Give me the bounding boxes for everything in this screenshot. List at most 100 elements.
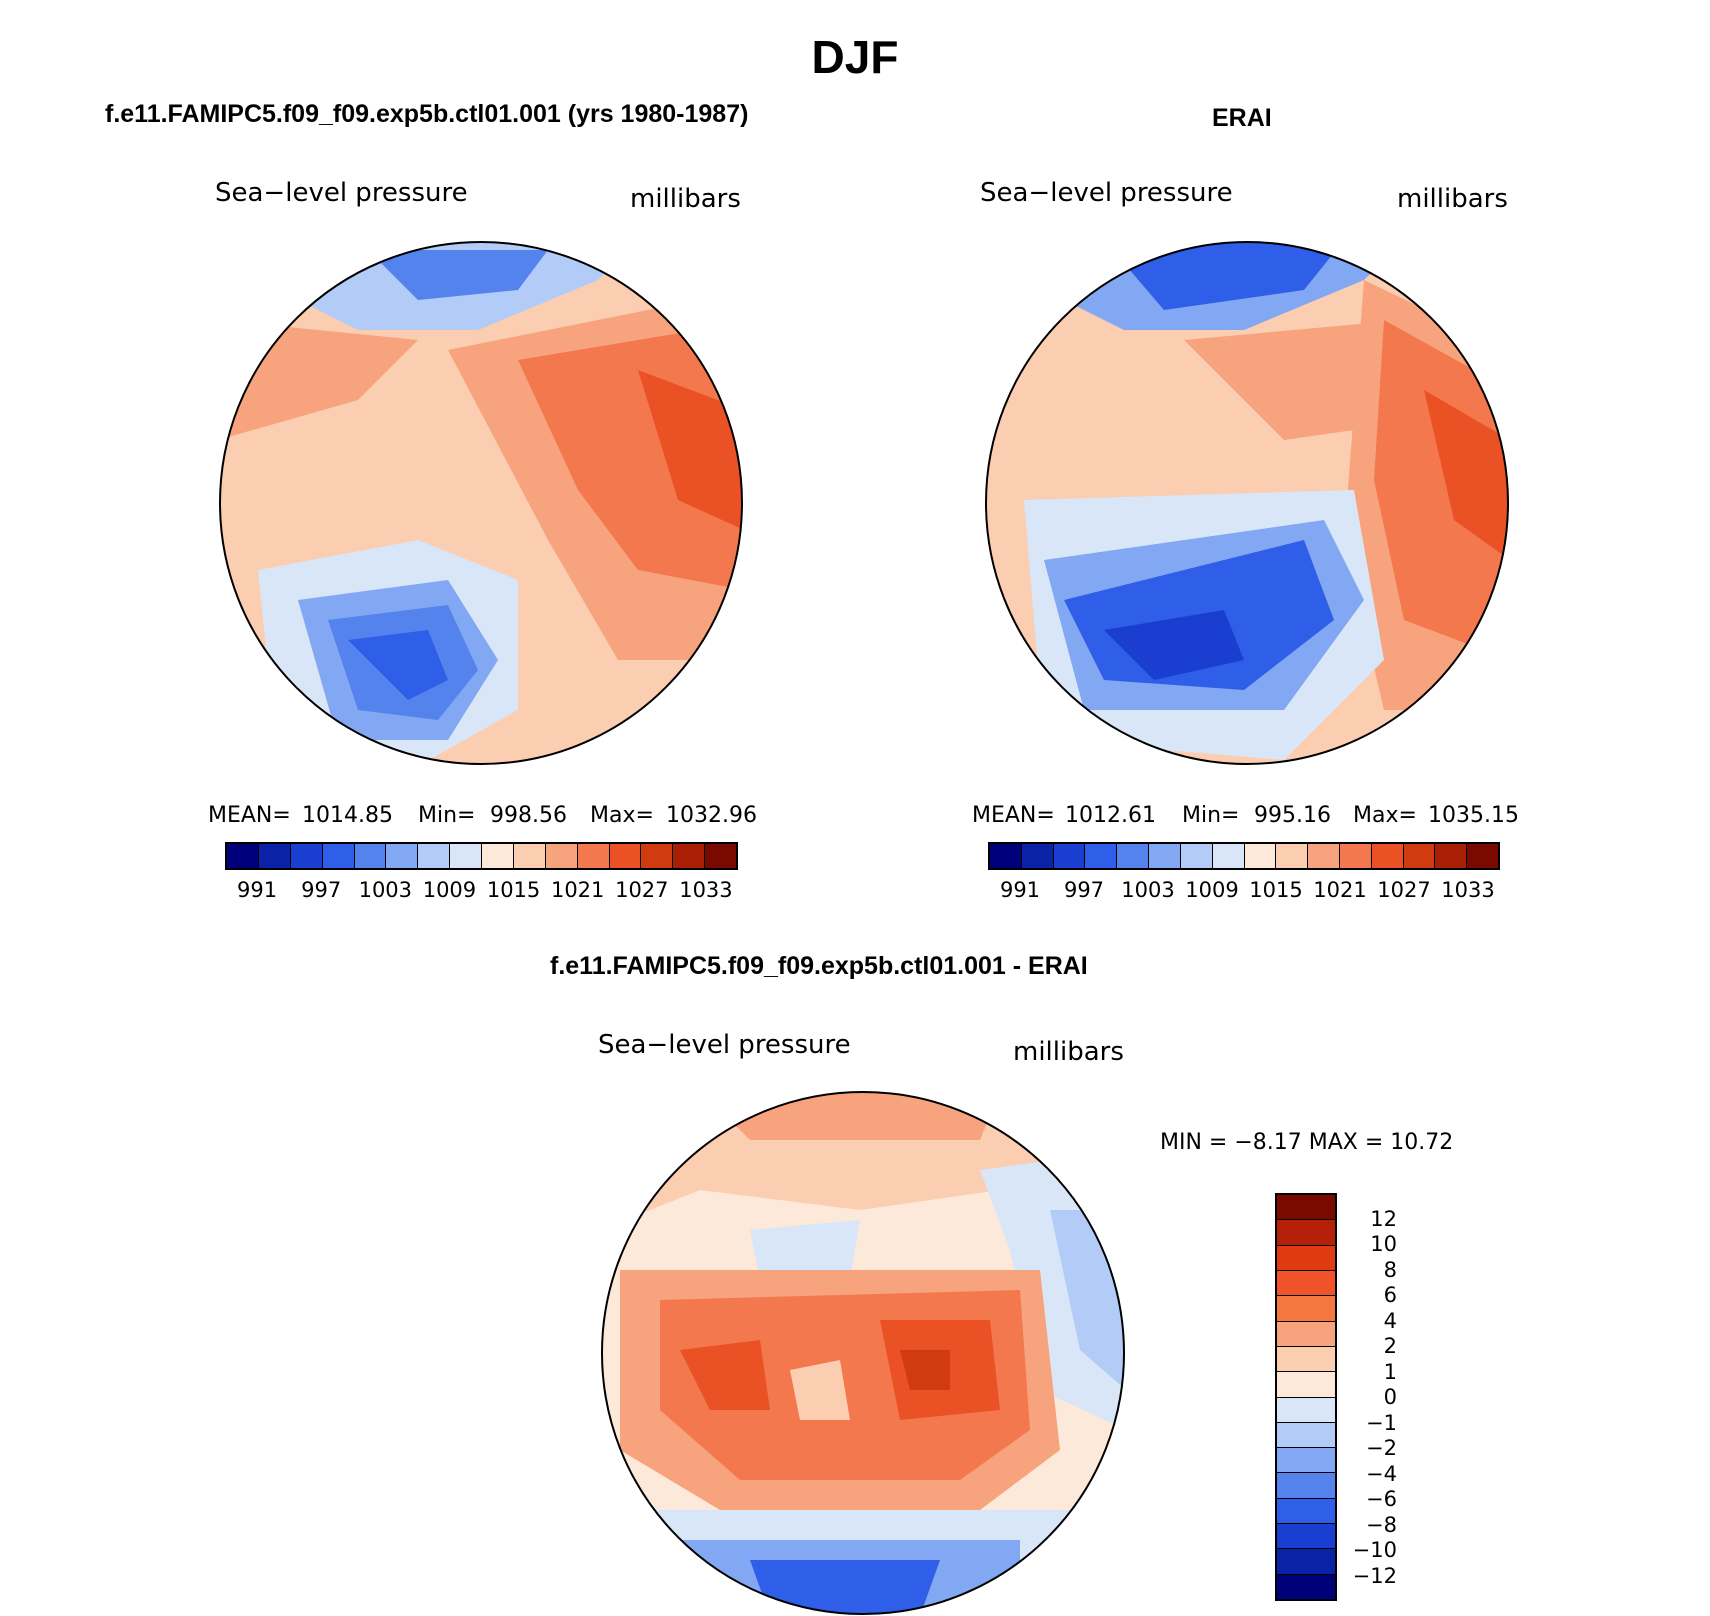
colorbar-tick-label: 8: [1383, 1257, 1397, 1282]
panel-3-units-label: millibars: [1013, 1037, 1124, 1067]
panel-1-colorbar: [225, 842, 738, 870]
colorbar-tick-label: 1033: [1441, 878, 1495, 902]
colorbar-tick-label: 1015: [486, 878, 541, 902]
colorbar-swatch: [513, 844, 546, 868]
panel-1-mean-label: MEAN=: [208, 803, 291, 828]
colorbar-swatch: [1403, 844, 1436, 868]
colorbar-tick-label: −8: [1366, 1512, 1397, 1537]
panel-1-units-label: millibars: [630, 184, 741, 214]
colorbar-swatch: [705, 844, 736, 868]
panel-2-min-label: Min=: [1182, 803, 1240, 828]
colorbar-tick-label: 1: [1383, 1359, 1397, 1384]
colorbar-swatch: [418, 844, 451, 868]
panel-2-max-label: Max=: [1353, 803, 1417, 828]
colorbar-swatch: [673, 844, 706, 868]
colorbar-swatch: [227, 844, 259, 868]
colorbar-swatch: [1212, 844, 1245, 868]
colorbar-tick-label: −1: [1366, 1410, 1397, 1435]
colorbar-swatch: [1277, 1498, 1335, 1525]
panel-1-max-label: Max=: [590, 803, 654, 828]
colorbar-swatch: [1277, 1372, 1335, 1398]
panel-2-mean-value: 1012.61: [1065, 803, 1156, 828]
colorbar-tick-label: 1009: [1185, 878, 1239, 902]
panel-3-title: f.e11.FAMIPC5.f09_f09.exp5b.ctl01.001 - …: [550, 952, 1088, 980]
panel-1-max-value: 1032.96: [666, 803, 757, 828]
colorbar-swatch: [1277, 1220, 1335, 1246]
panel-1-colorbar-ticks: 991 997 1003 1009 1015 1021 1027 1033: [225, 878, 738, 904]
colorbar-swatch: [386, 844, 419, 868]
colorbar-tick-label: 1021: [550, 878, 605, 902]
colorbar-swatch: [609, 844, 642, 868]
colorbar-tick-label: 991: [999, 878, 1041, 902]
colorbar-tick-label: −10: [1352, 1538, 1397, 1562]
panel-1-polar-map: [219, 241, 743, 765]
colorbar-swatch: [1277, 1195, 1335, 1221]
colorbar-swatch: [1277, 1448, 1335, 1474]
colorbar-tick-label: 4: [1383, 1308, 1397, 1333]
panel-2-max-value: 1035.15: [1428, 803, 1519, 828]
colorbar-swatch: [1339, 844, 1372, 868]
colorbar-tick-label: −12: [1352, 1563, 1397, 1588]
colorbar-swatch: [1467, 844, 1498, 868]
colorbar-tick-label: 1003: [358, 878, 413, 902]
panel-1-min-value: 998.56: [490, 803, 567, 828]
figure-title: DJF: [811, 31, 899, 83]
panel-2-colorbar: [988, 842, 1500, 870]
colorbar-tick-label: −4: [1366, 1461, 1397, 1486]
colorbar-swatch: [1085, 844, 1118, 868]
colorbar-swatch: [1277, 1245, 1335, 1271]
panel-2-min-value: 995.16: [1254, 803, 1331, 828]
colorbar-swatch: [482, 844, 514, 868]
colorbar-swatch: [1180, 844, 1213, 868]
colorbar-swatch: [290, 844, 323, 868]
panel-1-min-label: Min=: [418, 803, 476, 828]
colorbar-swatch: [258, 844, 291, 868]
colorbar-swatch: [1277, 1397, 1335, 1423]
colorbar-swatch: [1277, 1524, 1335, 1550]
colorbar-tick-label: 2: [1383, 1334, 1397, 1358]
colorbar-swatch: [577, 844, 610, 868]
colorbar-swatch: [1276, 844, 1309, 868]
panel-3-polar-map: [601, 1091, 1125, 1615]
colorbar-swatch: [1277, 1549, 1335, 1575]
panel-1-title: f.e11.FAMIPC5.f09_f09.exp5b.ctl01.001 (y…: [105, 100, 749, 128]
colorbar-swatch: [354, 844, 387, 868]
panel-1-variable-label: Sea−level pressure: [215, 178, 468, 208]
colorbar-tick-label: 997: [301, 878, 342, 902]
panel-2-polar-map: [985, 241, 1509, 765]
colorbar-swatch: [1277, 1422, 1335, 1449]
colorbar-swatch: [545, 844, 578, 868]
colorbar-swatch: [641, 844, 674, 868]
panel-2-mean-label: MEAN=: [972, 803, 1055, 828]
colorbar-swatch: [1277, 1346, 1335, 1373]
colorbar-swatch: [1117, 844, 1150, 868]
colorbar-tick-label: 1015: [1249, 878, 1303, 902]
colorbar-swatch: [322, 844, 355, 868]
colorbar-swatch: [1308, 844, 1340, 868]
colorbar-swatch: [1244, 844, 1277, 868]
colorbar-swatch: [1277, 1574, 1335, 1599]
colorbar-tick-label: 12: [1370, 1206, 1397, 1231]
panel-2-variable-label: Sea−level pressure: [980, 178, 1233, 208]
colorbar-tick-label: 1027: [1377, 878, 1431, 902]
colorbar-swatch: [1277, 1270, 1335, 1297]
colorbar-swatch: [1277, 1321, 1335, 1347]
colorbar-tick-label: 1027: [615, 878, 669, 902]
panel-3-variable-label: Sea−level pressure: [598, 1030, 851, 1060]
colorbar-tick-label: 1009: [422, 878, 477, 902]
colorbar-tick-label: −2: [1366, 1436, 1397, 1460]
colorbar-tick-label: 6: [1383, 1283, 1397, 1307]
colorbar-swatch: [1277, 1296, 1335, 1322]
colorbar-tick-label: 10: [1370, 1232, 1397, 1256]
colorbar-tick-label: 1033: [679, 878, 733, 902]
colorbar-tick-label: 991: [237, 878, 278, 902]
colorbar-swatch: [1435, 844, 1468, 868]
colorbar-swatch: [1277, 1473, 1335, 1499]
colorbar-tick-label: −6: [1366, 1487, 1397, 1511]
colorbar-tick-label: 1021: [1313, 878, 1367, 902]
panel-2-colorbar-ticks: 991 997 1003 1009 1015 1021 1027 1033: [988, 878, 1500, 904]
colorbar-swatch: [1149, 844, 1181, 868]
panel-3-colorbar-ticks: 12 10 8 6 4 2 1 0 −1 −2 −4 −6 −8 −10 −12: [1345, 1193, 1425, 1601]
colorbar-tick-label: 997: [1063, 878, 1105, 902]
colorbar-swatch: [1053, 844, 1086, 868]
